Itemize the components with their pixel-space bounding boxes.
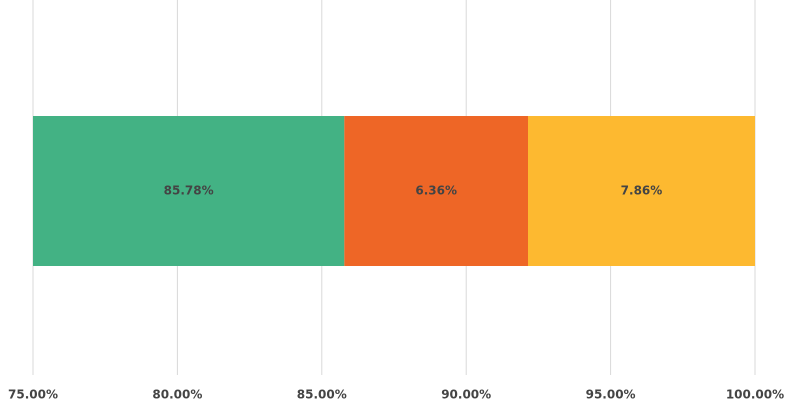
bar-segment [528,116,755,266]
x-tick-label: 90.00% [441,388,491,402]
bar-segment [344,116,529,266]
x-tick-label: 100.00% [726,388,784,402]
value-label: 7.86% [621,184,663,198]
value-label: 6.36% [415,184,457,198]
x-tick-label: 75.00% [8,388,58,402]
bar-segment [33,116,345,266]
labels: 75.00% 80.00% 85.00% 90.00% 95.00% 100.00% 85.… [8,184,784,402]
value-label: 85.78% [164,184,214,198]
x-tick-label: 95.00% [586,388,636,402]
bars [33,116,755,266]
x-tick-label: 85.00% [297,388,347,402]
x-tick-label: 80.00% [152,388,202,402]
